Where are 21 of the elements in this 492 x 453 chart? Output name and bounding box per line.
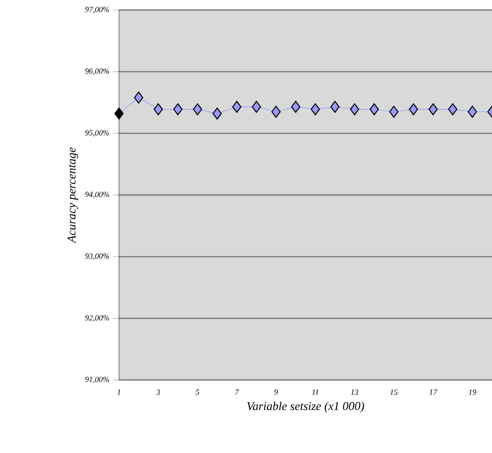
- point: [350, 103, 360, 116]
- point: [252, 100, 262, 113]
- point: [154, 103, 163, 116]
- point: [370, 103, 379, 116]
- point: [134, 92, 144, 104]
- point: [173, 103, 183, 116]
- point: [271, 106, 281, 118]
- point: [428, 103, 438, 116]
- x-axis-title: Variable setsize (x1 000): [247, 402, 364, 413]
- point: [291, 100, 300, 113]
- point: [192, 103, 202, 116]
- point: [408, 103, 418, 116]
- point: [448, 103, 458, 116]
- point: [212, 108, 222, 120]
- point: [310, 103, 320, 116]
- point: [389, 106, 398, 118]
- point: [330, 100, 340, 113]
- point: [114, 108, 124, 120]
- point: [468, 106, 477, 118]
- y-axis-title: Acuracy percentage: [68, 148, 78, 244]
- point: [232, 100, 242, 113]
